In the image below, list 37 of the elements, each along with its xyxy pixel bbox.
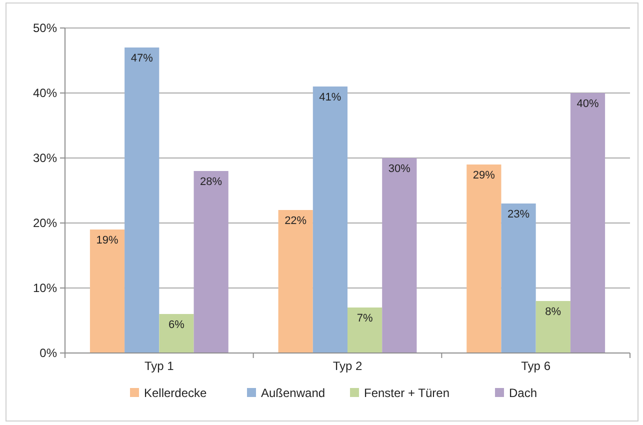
y-tick-label: 20% bbox=[32, 216, 58, 230]
data-label: 28% bbox=[200, 176, 222, 188]
data-label: 23% bbox=[508, 208, 530, 220]
data-label: 22% bbox=[284, 215, 307, 227]
bar bbox=[159, 314, 194, 353]
bar bbox=[124, 48, 160, 353]
data-label: 7% bbox=[356, 312, 373, 324]
y-tick-label: 0% bbox=[40, 346, 58, 360]
x-tick-label: Typ 2 bbox=[332, 359, 362, 373]
bar bbox=[194, 171, 228, 353]
data-label: 30% bbox=[388, 163, 411, 175]
bar bbox=[570, 93, 606, 353]
y-tick-label: 50% bbox=[32, 21, 58, 35]
data-label: 40% bbox=[576, 98, 599, 110]
legend-label: Kellerdecke bbox=[144, 386, 208, 400]
data-label: 47% bbox=[130, 52, 154, 64]
bar bbox=[382, 158, 417, 353]
data-label: 41% bbox=[319, 92, 342, 104]
y-tick-label: 10% bbox=[32, 281, 58, 295]
data-label: 8% bbox=[545, 306, 562, 318]
data-label: 19% bbox=[96, 234, 118, 246]
data-label: 6% bbox=[168, 319, 185, 331]
legend-label: Dach bbox=[509, 386, 538, 400]
data-label: 29% bbox=[472, 170, 496, 182]
bar bbox=[536, 301, 570, 353]
bar bbox=[278, 210, 313, 353]
x-tick-label: Typ 6 bbox=[521, 359, 551, 373]
x-tick-label: Typ 1 bbox=[144, 359, 174, 373]
bar bbox=[312, 86, 348, 353]
legend-label: Außenwand bbox=[261, 386, 326, 400]
bar bbox=[348, 308, 382, 353]
y-tick-label: 40% bbox=[32, 86, 58, 100]
bar bbox=[501, 204, 536, 353]
y-tick-label: 30% bbox=[32, 151, 58, 165]
bar bbox=[90, 230, 125, 353]
legend-label: Fenster + Türen bbox=[364, 386, 450, 400]
bar bbox=[466, 164, 502, 353]
